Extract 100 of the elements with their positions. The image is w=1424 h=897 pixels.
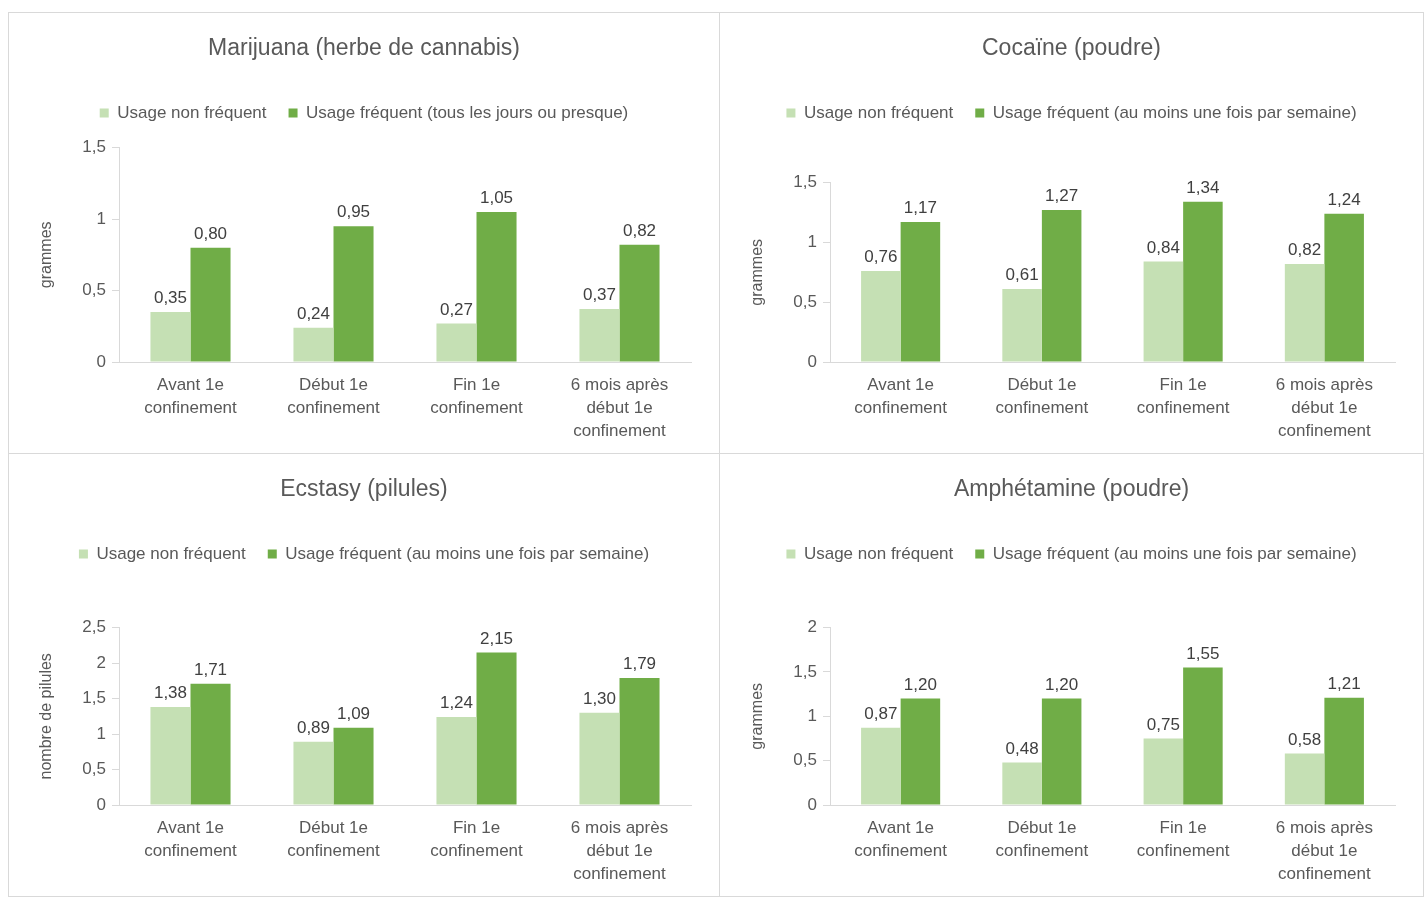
bar bbox=[619, 244, 660, 362]
bar bbox=[900, 222, 941, 362]
y-tick-label: 0 bbox=[807, 794, 817, 814]
chart-title: Marijuana (herbe de cannabis) bbox=[208, 34, 520, 61]
bar bbox=[333, 226, 374, 362]
data-label: 1,55 bbox=[1186, 643, 1220, 663]
legend-label: Usage non fréquent bbox=[96, 543, 247, 563]
bar bbox=[1183, 201, 1223, 362]
y-tick-label: 0,5 bbox=[82, 759, 106, 779]
bar bbox=[436, 717, 477, 805]
x-tick-label: Avant 1e confinement bbox=[854, 375, 948, 418]
x-tick-label: Avant 1e confinement bbox=[144, 818, 238, 861]
legend-label: Usage non fréquent bbox=[803, 543, 954, 563]
legend-label: Usage fréquent (tous les jours ou presque) bbox=[306, 102, 629, 122]
legend-label: Usage fréquent (au moins une fois par semaine) bbox=[992, 543, 1357, 563]
x-tick-label: Début 1e confinement bbox=[287, 818, 381, 861]
chart-title: Amphétamine (poudre) bbox=[953, 475, 1190, 502]
data-label: 1,27 bbox=[1045, 186, 1079, 206]
x-tick-label: 6 mois après début 1e confinement bbox=[570, 375, 669, 441]
bar bbox=[1002, 762, 1042, 805]
data-label: 0,84 bbox=[1146, 237, 1180, 257]
data-label: 1,71 bbox=[193, 659, 228, 679]
data-label: 1,21 bbox=[1327, 673, 1361, 693]
bar bbox=[1143, 738, 1184, 805]
legend-label: Usage fréquent (au moins une fois par semaine) bbox=[992, 102, 1357, 122]
y-tick-label: 1,5 bbox=[82, 137, 106, 157]
bar bbox=[1284, 753, 1325, 805]
x-tick-label: Début 1e confinement bbox=[287, 375, 381, 418]
x-tick-label: Fin 1e confinement bbox=[430, 375, 524, 418]
data-label: 0,61 bbox=[1005, 265, 1039, 285]
chart-title: Cocaïne (poudre) bbox=[982, 34, 1161, 61]
y-tick-label: 0 bbox=[96, 794, 106, 814]
y-axis-title: grammes bbox=[37, 221, 55, 289]
data-label: 1,24 bbox=[439, 693, 474, 713]
data-label: 0,48 bbox=[1005, 738, 1039, 758]
x-tick-label: Début 1e confinement bbox=[995, 375, 1089, 418]
x-tick-label: Avant 1e confinement bbox=[854, 818, 948, 861]
y-tick-label: 2 bbox=[96, 652, 106, 672]
bar bbox=[476, 211, 517, 362]
x-tick-label: 6 mois après début 1e confinement bbox=[570, 818, 669, 884]
bar bbox=[1284, 263, 1325, 362]
data-label: 1,34 bbox=[1186, 177, 1220, 197]
data-label: 0,80 bbox=[193, 223, 228, 243]
data-label: 2,15 bbox=[479, 628, 514, 648]
bar bbox=[1143, 261, 1184, 362]
bar bbox=[190, 683, 231, 805]
x-tick-label: Début 1e confinement bbox=[995, 818, 1089, 861]
y-axis-title: grammes bbox=[748, 682, 766, 750]
y-tick-label: 0 bbox=[96, 351, 106, 371]
bar bbox=[150, 311, 191, 362]
y-axis-title: grammes bbox=[748, 238, 766, 306]
data-label: 1,09 bbox=[336, 703, 371, 723]
data-label: 0,75 bbox=[1146, 714, 1180, 734]
bar bbox=[1041, 210, 1082, 362]
bar bbox=[436, 323, 477, 362]
data-label: 1,20 bbox=[903, 674, 937, 694]
bar bbox=[293, 327, 334, 362]
data-label: 1,24 bbox=[1327, 189, 1361, 209]
x-tick-label: Avant 1e confinement bbox=[144, 375, 238, 418]
bar bbox=[900, 698, 941, 805]
bar bbox=[861, 727, 901, 805]
y-axis-title: nombre de pilules bbox=[37, 653, 55, 780]
x-tick-label: 6 mois après début 1e confinement bbox=[1275, 375, 1374, 441]
data-label: 1,17 bbox=[903, 198, 937, 218]
data-label: 1,30 bbox=[582, 688, 617, 708]
bar bbox=[476, 652, 517, 805]
data-label: 0,95 bbox=[336, 202, 371, 222]
data-label: 1,20 bbox=[1045, 674, 1079, 694]
y-tick-label: 1 bbox=[807, 705, 817, 725]
chart-title: Ecstasy (pilules) bbox=[280, 475, 448, 502]
legend-label: Usage fréquent (au moins une fois par semaine) bbox=[285, 543, 650, 563]
y-tick-label: 1,5 bbox=[82, 688, 106, 708]
data-label: 1,05 bbox=[479, 188, 514, 208]
bar bbox=[1324, 697, 1364, 805]
legend-label: Usage non fréquent bbox=[803, 102, 954, 122]
bar bbox=[1183, 667, 1223, 805]
data-label: 0,89 bbox=[296, 718, 331, 738]
bar bbox=[1041, 698, 1082, 805]
x-tick-label: Fin 1e confinement bbox=[1136, 818, 1230, 861]
x-tick-label: 6 mois après début 1e confinement bbox=[1275, 818, 1374, 884]
data-label: 0,58 bbox=[1288, 729, 1322, 749]
data-label: 0,24 bbox=[296, 303, 331, 323]
y-tick-label: 1 bbox=[807, 232, 817, 252]
y-tick-label: 0,5 bbox=[793, 750, 817, 770]
legend-label: Usage non fréquent bbox=[117, 102, 267, 122]
data-label: 0,27 bbox=[439, 299, 474, 319]
y-tick-label: 0 bbox=[807, 351, 817, 371]
data-label: 0,82 bbox=[1288, 240, 1322, 260]
data-label: 0,76 bbox=[864, 247, 898, 267]
y-tick-label: 1,5 bbox=[793, 661, 817, 681]
data-label: 0,87 bbox=[864, 704, 898, 724]
data-label: 0,37 bbox=[582, 285, 617, 305]
x-tick-label: Fin 1e confinement bbox=[1136, 375, 1230, 418]
bar bbox=[861, 271, 901, 362]
bar bbox=[1324, 213, 1364, 362]
y-tick-label: 0,5 bbox=[793, 291, 817, 311]
y-tick-label: 1 bbox=[96, 208, 106, 228]
bar bbox=[150, 707, 191, 805]
y-tick-label: 2 bbox=[807, 617, 817, 637]
y-tick-label: 2,5 bbox=[82, 617, 106, 637]
